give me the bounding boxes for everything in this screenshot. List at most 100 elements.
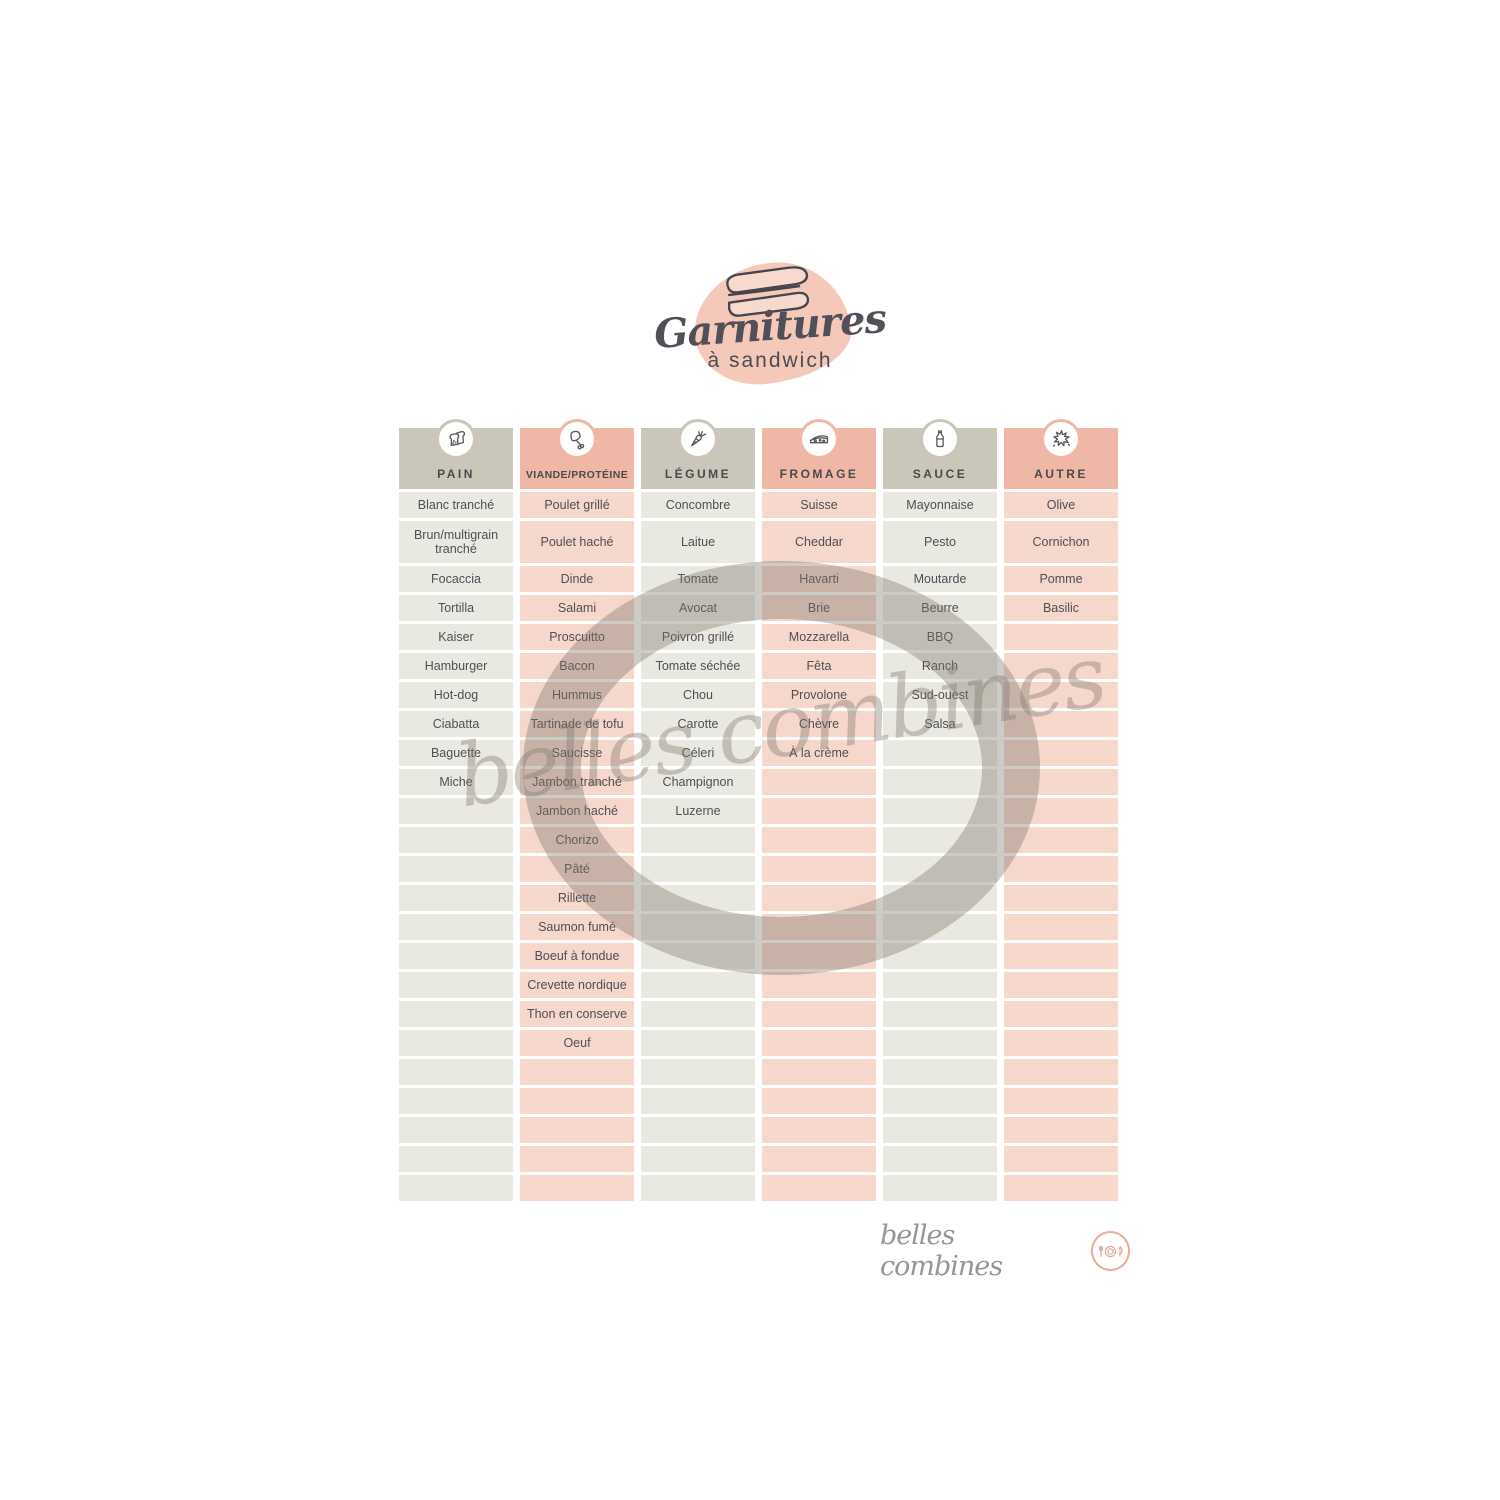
table-cell-empty bbox=[520, 1059, 634, 1085]
column-label: AUTRE bbox=[1034, 467, 1088, 481]
table-cell-empty bbox=[883, 1146, 997, 1172]
table-cell-empty bbox=[762, 856, 876, 882]
table-cell: Laitue bbox=[641, 521, 755, 563]
table-cell: Havarti bbox=[762, 566, 876, 592]
column-header-pain: PAIN bbox=[399, 418, 513, 492]
table-cell: Pesto bbox=[883, 521, 997, 563]
cell-label: Beurre bbox=[921, 600, 959, 615]
table-cell-empty bbox=[641, 856, 755, 882]
cell-label: Chou bbox=[683, 687, 713, 702]
column-header-sauce: SAUCE bbox=[883, 418, 997, 492]
table-cell-empty bbox=[1004, 682, 1118, 708]
table-cell: Tomate séchée bbox=[641, 653, 755, 679]
cell-label: Céleri bbox=[681, 745, 715, 760]
table-cell: Olive bbox=[1004, 492, 1118, 518]
column-label: PAIN bbox=[437, 467, 475, 481]
cell-label: Concombre bbox=[665, 497, 731, 512]
table-cell-empty bbox=[399, 1030, 513, 1056]
table-cell: Mayonnaise bbox=[883, 492, 997, 518]
table-cell: Salsa bbox=[883, 711, 997, 737]
table-cell-empty bbox=[762, 769, 876, 795]
table-cell: Jambon haché bbox=[520, 798, 634, 824]
table-cell-empty bbox=[762, 885, 876, 911]
cell-label: Cheddar bbox=[795, 534, 843, 549]
table-cell-empty bbox=[399, 943, 513, 969]
cell-label: Chèvre bbox=[798, 716, 840, 731]
table-cell-empty bbox=[883, 740, 997, 766]
cell-label: Dinde bbox=[560, 571, 594, 586]
table-cell-empty bbox=[641, 943, 755, 969]
table-cell-empty bbox=[1004, 1146, 1118, 1172]
table-cell: Saucisse bbox=[520, 740, 634, 766]
table-cell-empty bbox=[399, 885, 513, 911]
column-cells: Poulet grillé Poulet haché Dinde Salami Pros… bbox=[520, 492, 634, 1201]
table-cell-empty bbox=[399, 972, 513, 998]
table-cell: Beurre bbox=[883, 595, 997, 621]
table-cell-empty bbox=[1004, 624, 1118, 650]
table-cell-empty bbox=[883, 1030, 997, 1056]
cell-label: Moutarde bbox=[913, 571, 967, 586]
column-header-viande-proteine: VIANDE/PROTÉINE bbox=[520, 418, 634, 492]
table-cell: Carotte bbox=[641, 711, 755, 737]
cell-label: Proscuitto bbox=[549, 629, 605, 644]
table-cell-empty bbox=[641, 1030, 755, 1056]
cell-label: Hamburger bbox=[424, 658, 488, 673]
table-cell-empty bbox=[883, 914, 997, 940]
table-cell: Brun/multigrain tranché bbox=[399, 521, 513, 563]
cell-label: Miche bbox=[439, 774, 473, 789]
table-cell-empty bbox=[399, 1001, 513, 1027]
table-cell: Tomate bbox=[641, 566, 755, 592]
table-cell-empty bbox=[1004, 1175, 1118, 1201]
cell-label: Carotte bbox=[677, 716, 719, 731]
cell-label: Jambon tranché bbox=[532, 774, 622, 789]
cell-label: Fêta bbox=[806, 658, 832, 673]
cell-label: Boeuf à fondue bbox=[534, 948, 620, 963]
cell-label: Salami bbox=[557, 600, 597, 615]
carrot-icon bbox=[678, 419, 718, 459]
sandwich-illustration bbox=[726, 266, 810, 317]
table-cell-empty bbox=[1004, 1030, 1118, 1056]
table-cell: Baguette bbox=[399, 740, 513, 766]
table-cell: BBQ bbox=[883, 624, 997, 650]
cell-label: Basilic bbox=[1042, 600, 1080, 615]
table-cell-empty bbox=[1004, 653, 1118, 679]
bread-icon bbox=[436, 419, 476, 459]
table-cell: Crevette nordique bbox=[520, 972, 634, 998]
column-header-legume: LÉGUME bbox=[641, 418, 755, 492]
column-header-autre: AUTRE bbox=[1004, 418, 1118, 492]
table-cell-empty bbox=[1004, 798, 1118, 824]
table-cell: Mozzarella bbox=[762, 624, 876, 650]
table-cell-empty bbox=[762, 914, 876, 940]
title-block: Garnitures à sandwich bbox=[620, 255, 920, 395]
table-cell: Bacon bbox=[520, 653, 634, 679]
cell-label: Hot-dog bbox=[433, 687, 479, 702]
table-cell: Thon en conserve bbox=[520, 1001, 634, 1027]
table-cell: Boeuf à fondue bbox=[520, 943, 634, 969]
column-label: SAUCE bbox=[912, 467, 968, 481]
table-cell-empty bbox=[762, 943, 876, 969]
table-cell-empty bbox=[399, 1059, 513, 1085]
table-cell: Tortilla bbox=[399, 595, 513, 621]
plate-cutlery-icon bbox=[1090, 1231, 1130, 1271]
table-cell-empty bbox=[762, 1117, 876, 1143]
cell-label: Rillette bbox=[557, 890, 597, 905]
table-cell: Basilic bbox=[1004, 595, 1118, 621]
table-cell: Jambon tranché bbox=[520, 769, 634, 795]
cell-label: Tomate bbox=[677, 571, 719, 586]
table-cell-empty bbox=[641, 1146, 755, 1172]
table-cell-empty bbox=[1004, 972, 1118, 998]
cell-label: Jambon haché bbox=[535, 803, 618, 818]
cell-label: Thon en conserve bbox=[526, 1006, 628, 1021]
drumstick-icon bbox=[557, 419, 597, 459]
table-cell-empty bbox=[762, 798, 876, 824]
table-cell-empty bbox=[520, 1175, 634, 1201]
table-cell-empty bbox=[1004, 711, 1118, 737]
cell-label: Cornichon bbox=[1032, 534, 1090, 549]
table-cell-empty bbox=[1004, 856, 1118, 882]
table-cell-empty bbox=[520, 1146, 634, 1172]
cell-label: Baguette bbox=[430, 745, 482, 760]
cell-label: Poulet haché bbox=[540, 534, 614, 549]
column-legume: LÉGUME Concombre Laitue Tomate Avocat Poivro… bbox=[641, 418, 755, 1204]
cell-label: Ranch bbox=[921, 658, 959, 673]
table-cell-empty bbox=[520, 1088, 634, 1114]
